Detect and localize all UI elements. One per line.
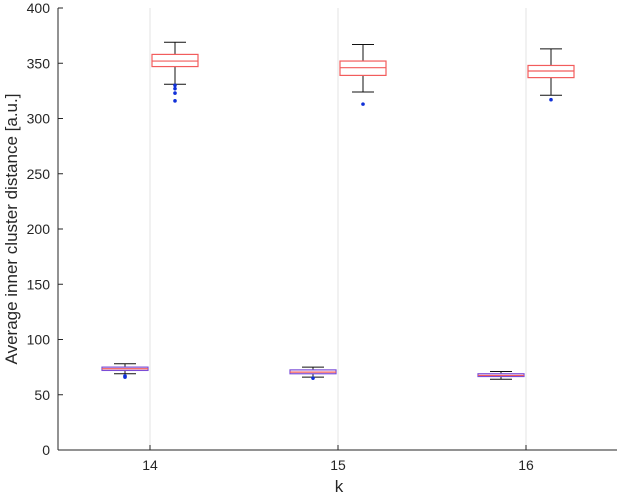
x-tick-label-16: 16 (518, 457, 534, 473)
y-tick-label-300: 300 (27, 111, 51, 127)
box-2-15 (339, 43, 387, 106)
outlier-point (549, 97, 553, 102)
outlier-point (311, 376, 315, 380)
box-1-15 (289, 366, 337, 380)
box-1-16 (477, 371, 525, 380)
y-tick-label-50: 50 (34, 387, 50, 403)
outlier-point (361, 102, 365, 106)
x-tick-label-15: 15 (330, 457, 346, 473)
y-tick-label-200: 200 (27, 221, 51, 237)
x-axis-label: k (335, 477, 344, 496)
axes (57, 7, 617, 451)
y-tick-label-350: 350 (27, 55, 51, 71)
y-tick-label-250: 250 (27, 166, 51, 182)
outlier-point (173, 91, 177, 95)
outlier-point (173, 86, 177, 91)
box-1-14 (101, 363, 149, 379)
tick-labels: 0 50 100 150 200 250 300 350 400 14 15 16 (27, 0, 534, 473)
y-tick-label-150: 150 (27, 276, 51, 292)
y-tick-label-400: 400 (27, 0, 51, 16)
y-tick-label-0: 0 (42, 442, 50, 458)
x-tick-label-14: 14 (142, 457, 158, 473)
box-2-16 (527, 48, 575, 102)
outlier-point (123, 374, 127, 378)
y-tick-label-100: 100 (27, 332, 51, 348)
outlier-point (173, 99, 177, 103)
outlier-point (173, 83, 177, 88)
box-2-14 (151, 41, 199, 103)
box-plot-marks (101, 41, 575, 380)
y-axis-label: Average inner cluster distance [a.u.] (2, 94, 21, 365)
grid-lines (149, 8, 527, 450)
